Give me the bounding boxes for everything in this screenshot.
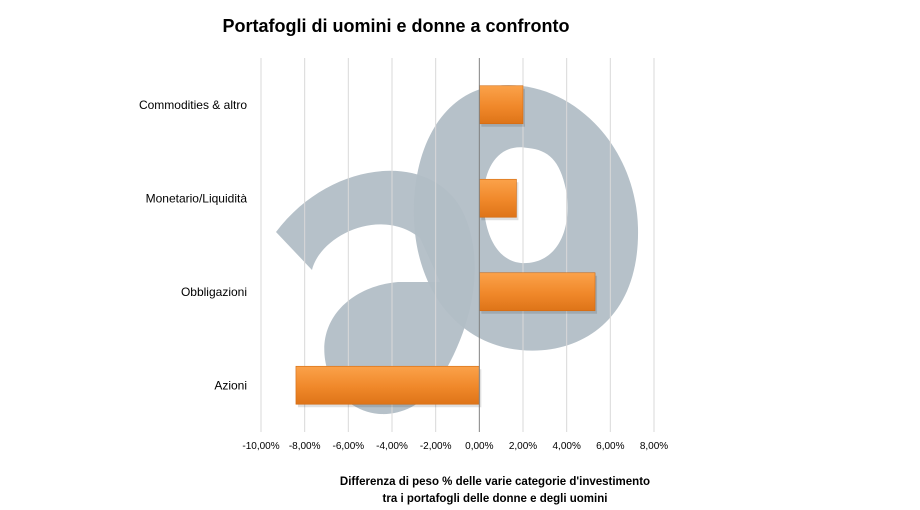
bar <box>479 272 596 312</box>
x-tick-labels: -10,00% -8,00% -6,00% -4,00% -2,00% 0,00% 2,00… <box>242 441 668 452</box>
x-tick-label: 0,00% <box>465 441 493 452</box>
category-labels: Commodities & altro Monetario/Liquidità Ob… <box>139 98 247 393</box>
bars <box>295 85 598 408</box>
category-label: Monetario/Liquidità <box>146 191 248 205</box>
x-axis-label-line-2: tra i portafogli delle donne e degli uom… <box>382 493 608 505</box>
x-axis-label-line-1: Differenza di peso % delle varie categor… <box>339 476 651 488</box>
category-label: Azioni <box>214 378 247 392</box>
x-tick-label: -2,00% <box>420 441 452 452</box>
x-tick-label: -4,00% <box>376 441 408 452</box>
x-tick-label: -10,00% <box>242 441 279 452</box>
x-tick-label: -6,00% <box>332 441 364 452</box>
x-tick-label: -8,00% <box>289 441 321 452</box>
ao-logo-watermark-icon <box>276 85 639 415</box>
chart-title: Portafogli di uomini e donne a confronto <box>222 16 570 36</box>
category-label: Commodities & altro <box>139 98 247 112</box>
x-tick-label: 2,00% <box>509 441 537 452</box>
bar <box>479 178 517 218</box>
x-tick-label: 4,00% <box>552 441 580 452</box>
x-tick-label: 8,00% <box>640 441 668 452</box>
x-tick-label: 6,00% <box>596 441 624 452</box>
bar <box>295 365 480 405</box>
x-axis-label: Differenza di peso % delle varie categor… <box>300 474 690 508</box>
bar <box>479 85 524 125</box>
category-label: Obbligazioni <box>181 285 247 299</box>
